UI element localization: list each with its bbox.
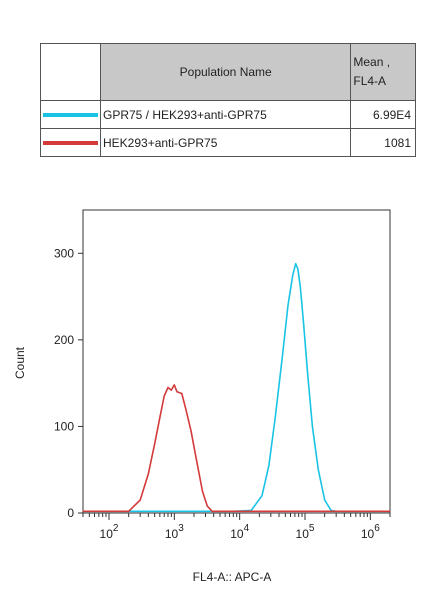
y-tick-label: 100 (54, 419, 74, 433)
legend-swatch-red (43, 140, 98, 145)
y-tick-label: 0 (67, 506, 74, 520)
plot-frame (82, 209, 391, 514)
legend-row-gpr75: GPR75 / HEK293+anti-GPR75 6.99E4 (40, 100, 416, 129)
x-tick-label: 106 (361, 523, 380, 541)
mean-header: Mean , FL4-A (350, 43, 416, 101)
x-tick-label: 103 (165, 523, 184, 541)
legend-row-mean: 6.99E4 (350, 100, 416, 129)
legend-corner-cell (40, 43, 101, 101)
y-tick-label: 300 (54, 246, 74, 260)
x-tick-label: 102 (100, 523, 119, 541)
mean-header-line2: FL4-A (353, 74, 387, 88)
x-axis-title: FL4-A:: APC-A (193, 570, 272, 584)
mean-header-line1: Mean , (353, 55, 391, 69)
legend-row-mean: 1081 (350, 128, 416, 157)
legend-swatch-cell (40, 100, 101, 129)
series-line-1 (83, 384, 390, 513)
legend-swatch-cyan (43, 112, 98, 117)
legend-row-name: GPR75 / HEK293+anti-GPR75 (99, 100, 352, 129)
series-line-0 (83, 262, 390, 513)
x-tick-label: 105 (296, 523, 315, 541)
legend-swatch-cell (40, 128, 101, 157)
population-name-header: Population Name (99, 43, 352, 101)
legend-table: Population Name Mean , FL4-A GPR75 / HEK… (40, 43, 416, 157)
x-tick-label: 104 (230, 523, 249, 541)
y-tick-label: 200 (54, 333, 74, 347)
legend-row-hek293: HEK293+anti-GPR75 1081 (40, 128, 416, 157)
legend-row-name: HEK293+anti-GPR75 (99, 128, 352, 157)
y-axis-title: Count (13, 346, 27, 379)
histogram-chart: 0 100 200 300 102 103 104 105 106 FL4-A:: APC-A… (13, 209, 391, 584)
